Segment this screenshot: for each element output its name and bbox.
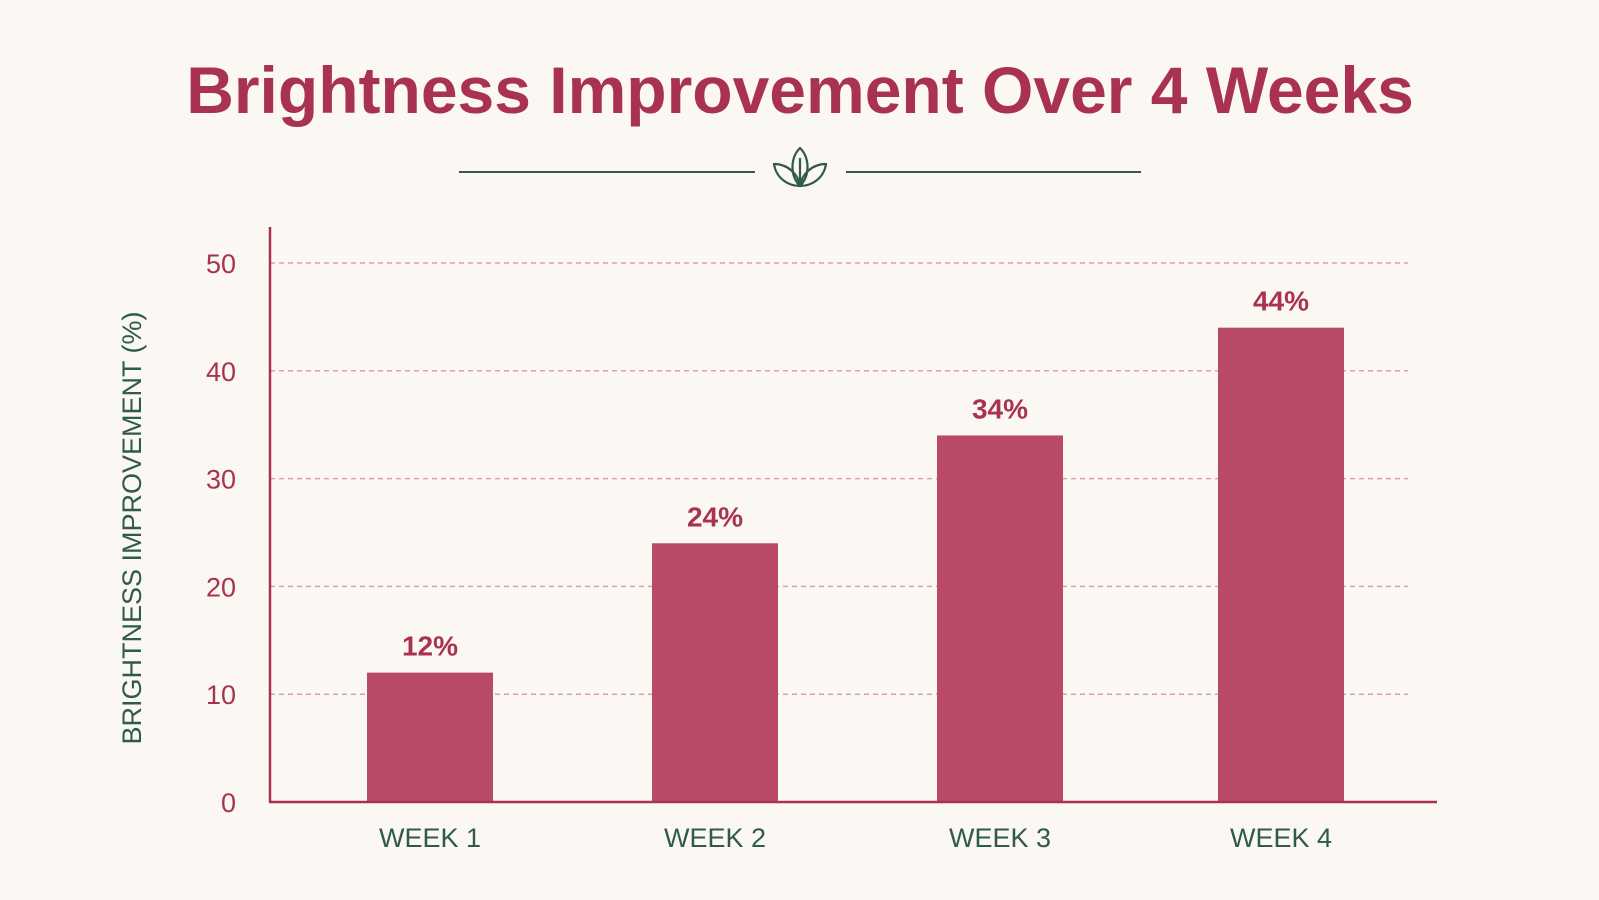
chart-title: Brightness Improvement Over 4 Weeks	[186, 53, 1414, 127]
x-tick-label: WEEK 2	[664, 823, 766, 853]
x-tick-label: WEEK 4	[1230, 823, 1332, 853]
title-divider	[459, 146, 1141, 188]
bar	[652, 543, 778, 802]
x-tick-label: WEEK 3	[949, 823, 1051, 853]
y-tick-label: 0	[221, 788, 236, 818]
data-label: 12%	[402, 631, 458, 662]
bar	[367, 672, 493, 802]
y-axis-ticks: 0 10 20 30 40 50	[206, 249, 236, 818]
y-axis-label: BRIGHTNESS IMPROVEMENT (%)	[117, 311, 147, 744]
y-tick-label: 50	[206, 249, 236, 279]
bar	[937, 435, 1063, 802]
bar	[1218, 327, 1344, 802]
x-tick-label: WEEK 1	[379, 823, 481, 853]
y-tick-label: 20	[206, 572, 236, 602]
bars	[367, 327, 1344, 802]
x-axis-ticks: WEEK 1 WEEK 2 WEEK 3 WEEK 4	[379, 823, 1332, 853]
y-tick-label: 40	[206, 357, 236, 387]
leaf-sprig-icon	[772, 146, 828, 188]
value-labels: 12% 24% 34% 44%	[402, 286, 1309, 662]
data-label: 34%	[972, 393, 1028, 424]
y-tick-label: 30	[206, 465, 236, 495]
data-label: 24%	[687, 501, 743, 532]
y-tick-label: 10	[206, 680, 236, 710]
data-label: 44%	[1253, 286, 1309, 317]
